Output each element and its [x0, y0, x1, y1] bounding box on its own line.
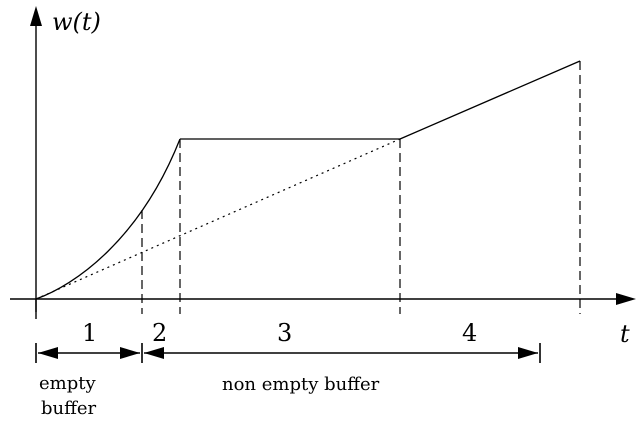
dotted-reference-line — [35, 138, 401, 300]
empty-buffer-label-line1: empty — [39, 373, 96, 394]
empty-buffer-arrowhead-right — [120, 347, 140, 359]
x-axis-arrowhead — [616, 293, 636, 305]
empty-buffer-label-line2: buffer — [41, 398, 97, 419]
non-empty-buffer-arrowhead-left — [144, 347, 164, 359]
phase-number-3: 3 — [277, 319, 292, 347]
phase-number-2: 2 — [152, 319, 167, 347]
curve-phase-1-2 — [35, 138, 181, 300]
non-empty-buffer-arrowhead-right — [518, 347, 538, 359]
y-axis-label: w(t) — [52, 8, 101, 36]
empty-buffer-arrowhead-left — [38, 347, 58, 359]
y-axis-arrowhead — [30, 6, 42, 26]
x-axis-label: t — [620, 320, 630, 348]
phase-number-1: 1 — [82, 319, 97, 347]
non-empty-buffer-label: non empty buffer — [222, 374, 380, 395]
ramp-phase-4 — [399, 60, 581, 140]
phase-number-4: 4 — [462, 319, 477, 347]
